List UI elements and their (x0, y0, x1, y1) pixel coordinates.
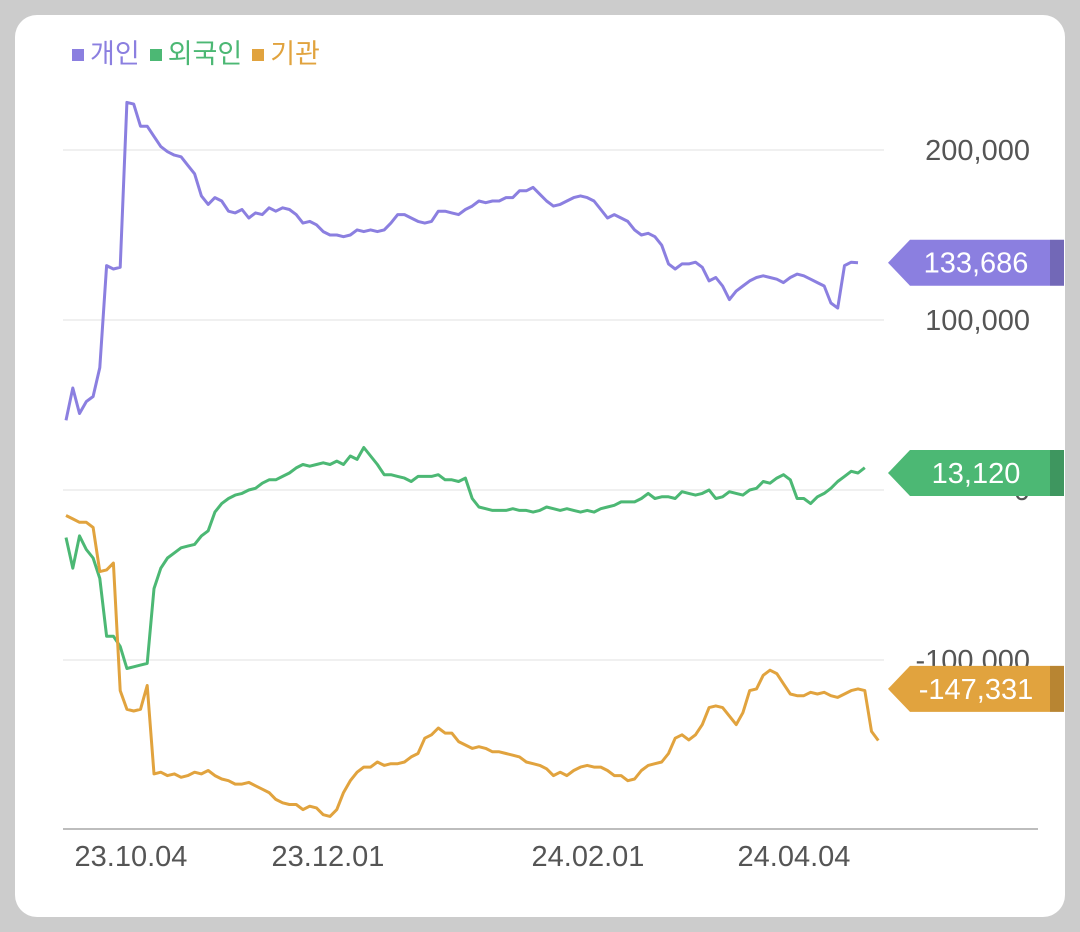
badge-shape (888, 450, 1064, 496)
legend-swatch-individual (72, 49, 84, 61)
legend-item-institution[interactable]: 기관 (252, 36, 320, 74)
badge-edge (1050, 665, 1064, 712)
badge-shape (888, 665, 1064, 712)
legend: 개인 외국인 기관 (72, 36, 320, 74)
last-value-badge-individual: 133,686 (888, 239, 1064, 286)
last-value-badge-foreign: 13,120 (888, 450, 1064, 496)
badge-edge (1050, 239, 1064, 286)
y-tick-label: 100,000 (925, 305, 1030, 337)
series-line-individual (64, 100, 859, 421)
legend-swatch-foreign (149, 49, 162, 61)
x-tick-label: 23.12.01 (272, 841, 385, 873)
x-tick-label: 24.04.04 (738, 841, 851, 873)
legend-label-institution: 기관 (270, 39, 320, 70)
legend-label-foreign: 외국인 (167, 39, 243, 70)
series-line-foreign (64, 446, 866, 670)
x-tick-label: 24.02.01 (532, 841, 645, 873)
y-tick-label: 200,000 (925, 135, 1030, 167)
legend-item-individual[interactable]: 개인 (72, 36, 140, 74)
last-value-badge-institution: -147,331 (888, 665, 1064, 712)
legend-item-foreign[interactable]: 외국인 (149, 36, 243, 74)
badge-shape (888, 239, 1064, 286)
x-tick-label: 23.10.04 (75, 841, 188, 873)
legend-label-individual: 개인 (90, 39, 140, 70)
badge-value: 13,120 (932, 458, 1021, 490)
badge-value: -147,331 (919, 674, 1034, 706)
badge-value: 133,686 (924, 248, 1029, 280)
badge-edge (1050, 450, 1064, 496)
legend-swatch-institution (252, 49, 265, 61)
series-line-institution (65, 514, 880, 818)
